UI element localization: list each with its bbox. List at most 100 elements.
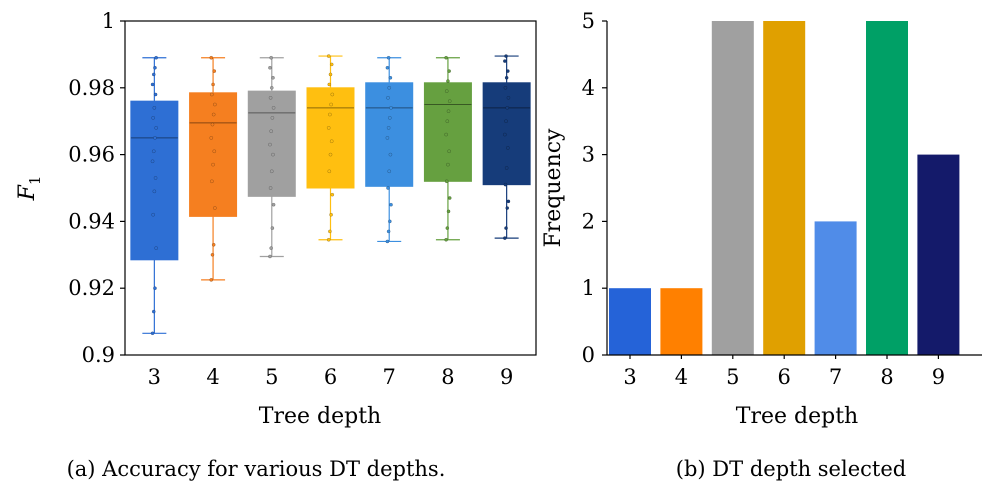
data-point-4 bbox=[210, 252, 215, 257]
data-point-9 bbox=[504, 75, 509, 80]
data-point-7 bbox=[386, 126, 391, 130]
data-point-9 bbox=[504, 119, 508, 124]
data-point-6 bbox=[329, 102, 333, 107]
data-point-5 bbox=[268, 254, 272, 259]
x-tick-label-6: 6 bbox=[324, 365, 337, 389]
data-point-5 bbox=[269, 246, 274, 250]
box-8 bbox=[423, 82, 472, 182]
box-4 bbox=[189, 92, 238, 217]
data-point-3 bbox=[151, 212, 156, 217]
data-point-6 bbox=[329, 212, 333, 217]
bar-7 bbox=[814, 221, 857, 355]
data-point-3 bbox=[153, 136, 157, 140]
box-5 bbox=[247, 90, 296, 197]
data-point-4 bbox=[210, 179, 214, 184]
data-point-7 bbox=[387, 116, 392, 120]
bar-6 bbox=[763, 21, 806, 355]
data-point-4 bbox=[212, 69, 217, 73]
data-point-9 bbox=[502, 132, 507, 137]
bar-3 bbox=[609, 288, 651, 355]
data-point-3 bbox=[153, 92, 158, 97]
data-point-7 bbox=[386, 95, 390, 100]
y-tick-label: 0.98 bbox=[68, 76, 115, 100]
data-point-6 bbox=[330, 92, 335, 97]
data-point-9 bbox=[506, 199, 511, 204]
data-point-6 bbox=[328, 112, 332, 117]
x-tick-label-9: 9 bbox=[500, 365, 513, 389]
boxplot-y-axis-label: F1 bbox=[15, 176, 44, 202]
data-point-3 bbox=[152, 189, 157, 194]
data-point-6 bbox=[327, 169, 332, 174]
data-point-6 bbox=[326, 237, 331, 242]
data-point-7 bbox=[385, 65, 390, 70]
y-tick-label: 0.96 bbox=[68, 143, 115, 167]
data-point-4 bbox=[210, 92, 214, 97]
data-point-8 bbox=[444, 237, 448, 242]
data-point-6 bbox=[326, 126, 331, 130]
data-point-3 bbox=[151, 72, 156, 77]
x-tick-label-8: 8 bbox=[880, 365, 893, 389]
data-point-9 bbox=[505, 105, 510, 110]
barchart-y-tick-labels: 0 1 2 3 4 5 bbox=[582, 9, 607, 367]
data-point-5 bbox=[268, 142, 272, 147]
data-point-7 bbox=[387, 85, 392, 90]
x-tick-label-5: 5 bbox=[726, 365, 739, 389]
data-point-6 bbox=[328, 152, 333, 157]
x-tick-label-9: 9 bbox=[932, 365, 945, 389]
data-point-8 bbox=[444, 89, 449, 93]
data-point-5 bbox=[269, 129, 274, 134]
data-point-7 bbox=[388, 152, 393, 157]
barchart-x-tick-labels: 3 4 5 6 7 8 9 bbox=[623, 355, 945, 389]
data-point-7 bbox=[387, 219, 392, 224]
x-tick-label-4: 4 bbox=[675, 365, 688, 389]
data-point-9 bbox=[504, 54, 508, 58]
data-point-8 bbox=[447, 69, 451, 73]
data-point-9 bbox=[503, 85, 508, 90]
data-point-9 bbox=[504, 226, 508, 230]
data-point-3 bbox=[150, 331, 155, 336]
data-point-6 bbox=[326, 54, 331, 58]
data-point-5 bbox=[271, 75, 275, 80]
data-point-6 bbox=[330, 192, 335, 197]
barchart-caption: (b) DT depth selected bbox=[676, 457, 906, 481]
barchart-panel: 3 4 5 6 7 8 9 0 1 2 3 4 5 Tree depth Frequency (b) … bbox=[541, 9, 982, 481]
y-tick-label: 0.94 bbox=[68, 209, 115, 233]
data-point-3 bbox=[154, 246, 159, 250]
data-point-4 bbox=[210, 122, 215, 127]
data-point-4 bbox=[212, 149, 217, 154]
data-point-9 bbox=[506, 95, 511, 100]
data-point-7 bbox=[387, 169, 392, 174]
boxplot-marks bbox=[130, 54, 531, 336]
data-point-6 bbox=[328, 229, 332, 234]
data-point-5 bbox=[269, 169, 274, 174]
data-point-8 bbox=[444, 179, 449, 184]
data-point-5 bbox=[271, 152, 275, 157]
data-point-3 bbox=[153, 65, 157, 70]
data-point-7 bbox=[385, 239, 390, 244]
boxplot-x-tick-labels: 3 4 5 6 7 8 9 bbox=[148, 365, 514, 389]
data-point-3 bbox=[153, 176, 158, 180]
data-point-4 bbox=[209, 55, 214, 60]
data-point-8 bbox=[447, 99, 452, 104]
data-point-5 bbox=[270, 116, 275, 120]
x-tick-label-8: 8 bbox=[441, 365, 454, 389]
data-point-6 bbox=[329, 62, 334, 67]
data-point-9 bbox=[503, 182, 508, 187]
data-point-7 bbox=[386, 229, 391, 234]
data-point-3 bbox=[151, 116, 156, 120]
data-point-9 bbox=[505, 206, 510, 210]
data-point-8 bbox=[445, 226, 450, 230]
data-point-4 bbox=[213, 102, 217, 107]
data-point-8 bbox=[446, 209, 451, 214]
data-point-3 bbox=[151, 149, 156, 154]
x-tick-label-7: 7 bbox=[383, 365, 396, 389]
y-tick-label: 0.9 bbox=[82, 343, 115, 367]
data-point-4 bbox=[211, 162, 215, 167]
data-point-6 bbox=[329, 139, 334, 144]
y-tick-label: 3 bbox=[582, 143, 595, 167]
data-point-7 bbox=[385, 136, 390, 140]
boxplot-caption: (a) Accuracy for various DT depths. bbox=[67, 457, 446, 481]
boxplot-y-axis-label-subscript: 1 bbox=[26, 176, 44, 186]
data-point-3 bbox=[154, 55, 159, 60]
